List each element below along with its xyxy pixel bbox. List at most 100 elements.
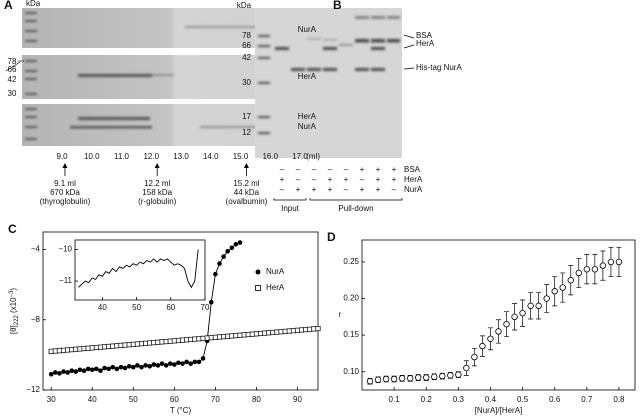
point <box>180 361 185 366</box>
point <box>151 362 157 367</box>
point <box>447 372 454 379</box>
point <box>52 348 58 354</box>
point <box>286 328 292 334</box>
group-label: Input <box>281 204 300 213</box>
panel-label: D <box>327 230 336 244</box>
point <box>249 331 255 337</box>
point <box>374 376 382 383</box>
point <box>69 347 75 353</box>
point <box>167 338 173 344</box>
sign: + <box>392 175 397 184</box>
group-bracket <box>273 198 307 201</box>
point <box>213 271 218 277</box>
point <box>282 328 288 334</box>
point <box>455 371 462 378</box>
unit-label: kDa <box>237 1 252 10</box>
standard-volume: 12.2 ml <box>144 179 170 188</box>
panel-label: B <box>333 0 342 12</box>
point <box>163 338 169 345</box>
point <box>180 337 186 343</box>
sign: + <box>280 175 285 184</box>
y-tick-label: −10 <box>58 245 72 254</box>
standard-mass: 158 kDa <box>142 188 172 197</box>
point <box>315 326 321 332</box>
point <box>543 295 550 302</box>
point <box>479 342 486 350</box>
point <box>94 366 99 372</box>
point <box>89 345 95 351</box>
legend-marker <box>255 285 261 291</box>
point <box>262 330 268 336</box>
point <box>567 277 574 284</box>
point <box>110 343 116 349</box>
x-tick-label: 60 <box>170 395 179 404</box>
point <box>175 337 181 344</box>
standard-protein: (r-globulin) <box>138 197 177 206</box>
point <box>176 360 181 366</box>
point <box>196 359 202 365</box>
band-label: BSA <box>416 31 433 40</box>
point <box>122 342 128 348</box>
point <box>245 331 251 338</box>
y-tick-label: −11 <box>59 276 73 285</box>
y-tick-label: −12 <box>26 385 40 394</box>
y-tick-label: −8 <box>31 315 41 324</box>
arrow-head <box>243 163 249 168</box>
point <box>200 356 206 361</box>
point <box>56 348 62 354</box>
point <box>126 364 132 369</box>
point <box>212 334 218 340</box>
marker-slash <box>5 61 21 72</box>
point <box>159 339 165 345</box>
unit-label: kDa <box>26 0 41 8</box>
bands <box>258 16 400 134</box>
point <box>130 364 136 370</box>
point <box>200 335 206 341</box>
point <box>93 344 99 351</box>
marker-label: 30 <box>242 78 251 87</box>
sign: + <box>376 185 381 194</box>
point <box>61 369 66 374</box>
gel-label: HerA <box>298 72 317 81</box>
point <box>118 364 124 370</box>
sign: – <box>312 165 317 174</box>
x-tick-label: 0.5 <box>517 395 529 404</box>
marker-label: 42 <box>242 53 251 62</box>
point <box>233 333 239 339</box>
fraction-label: 15.0 <box>233 152 249 161</box>
gel-label: NurA <box>298 25 317 34</box>
point <box>221 334 227 340</box>
point <box>208 299 214 305</box>
point <box>134 341 140 347</box>
marker-label: 66 <box>8 65 17 74</box>
point <box>48 348 54 354</box>
standard-mass: 44 kDa <box>234 188 260 197</box>
point <box>487 335 494 342</box>
point <box>511 313 518 321</box>
point <box>97 344 104 350</box>
x-tick-label: 0.8 <box>613 395 625 404</box>
point <box>225 333 231 339</box>
sign: + <box>328 175 333 184</box>
point <box>535 302 542 310</box>
point <box>65 370 70 375</box>
point <box>208 335 214 341</box>
series-line <box>78 249 199 289</box>
bands <box>25 12 290 140</box>
point <box>147 364 153 369</box>
standard-protein: (ovalbumin) <box>226 197 268 206</box>
point <box>233 241 239 247</box>
point <box>221 254 226 259</box>
point <box>138 341 145 347</box>
point <box>73 346 79 352</box>
point <box>431 373 438 381</box>
x-tick-label: 50 <box>132 303 141 312</box>
marker-label: 30 <box>8 89 17 98</box>
x-tick-label: 50 <box>129 395 138 404</box>
legend-marker <box>255 269 261 275</box>
point <box>143 340 149 346</box>
point <box>106 366 111 372</box>
y-tick-label: 0.15 <box>343 330 359 339</box>
sign: + <box>360 185 365 194</box>
point <box>217 261 222 266</box>
